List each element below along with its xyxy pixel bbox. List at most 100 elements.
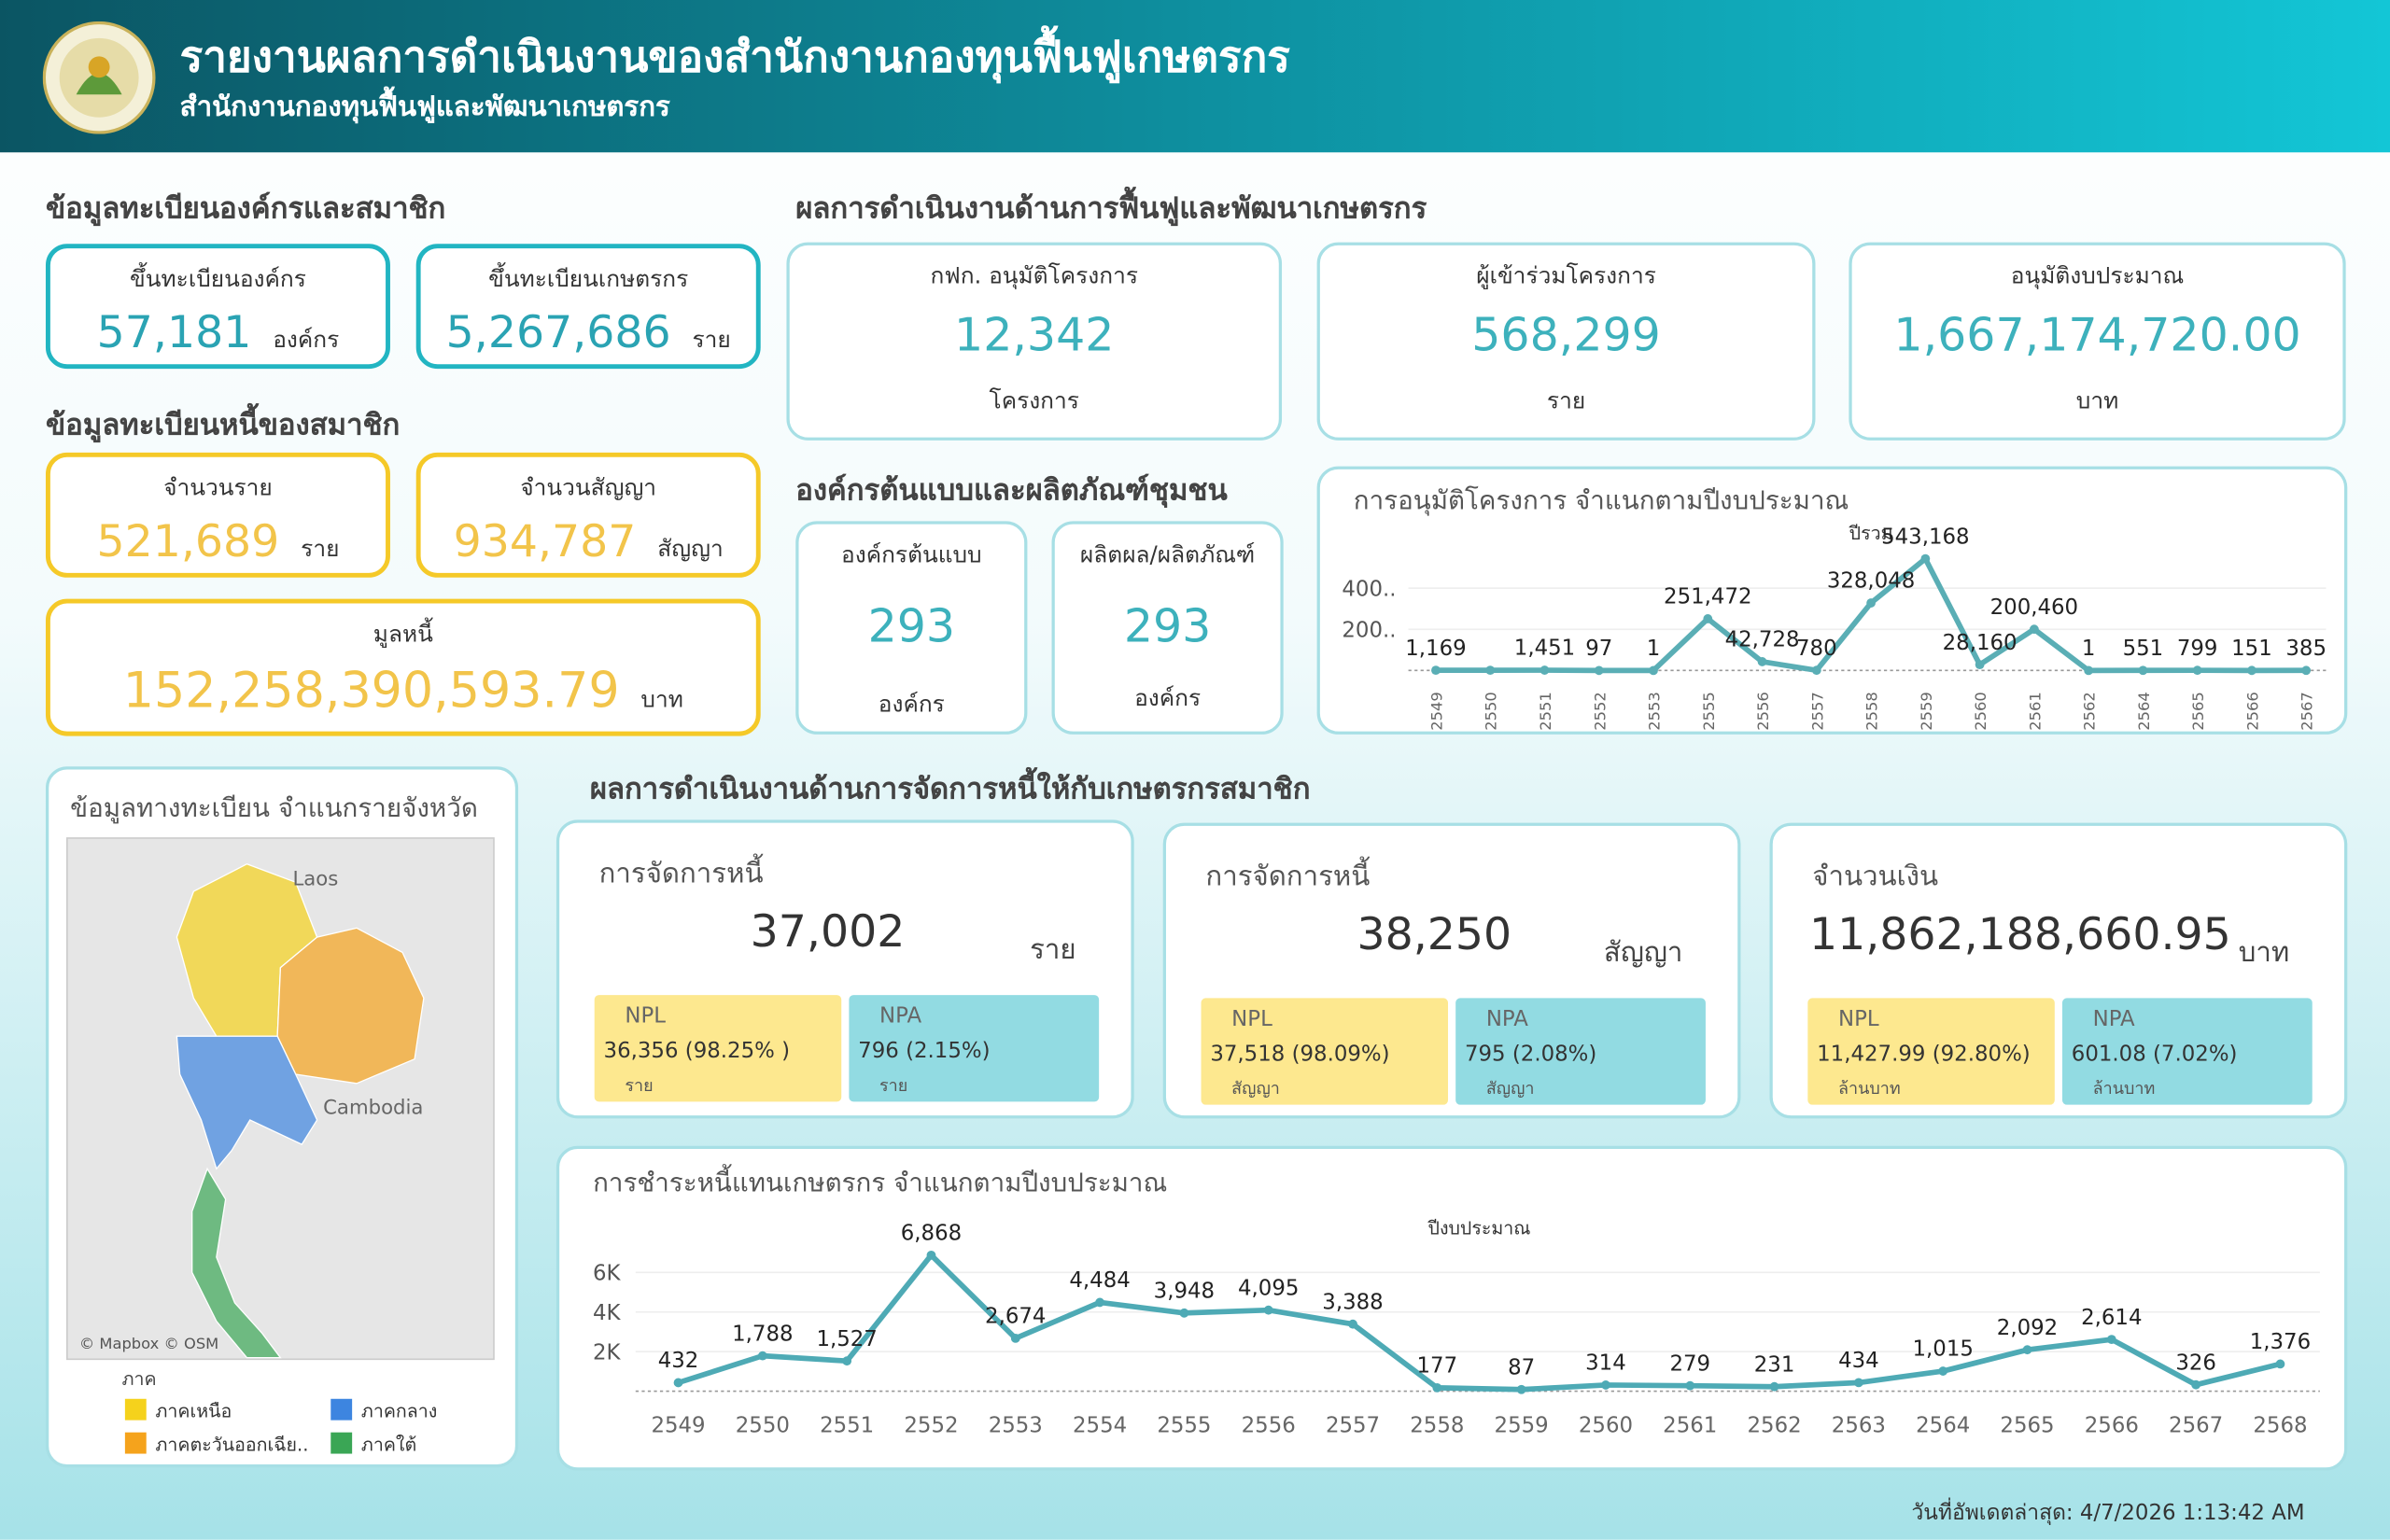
- kpi-unit: ราย: [301, 535, 340, 563]
- data-label: 42,728: [1725, 628, 1800, 652]
- data-label: 1,527: [816, 1327, 877, 1351]
- x-tick-label: 2554: [1073, 1414, 1127, 1438]
- kpi-value: 293: [867, 600, 956, 654]
- last-updated: วันที่อัพเดตล่าสุด: 4/7/2026 1:13:42 AM: [1911, 1501, 2305, 1526]
- x-tick-label: 2555: [1157, 1414, 1211, 1438]
- data-label: 1: [2082, 637, 2096, 661]
- npl-unit: ล้านบาท: [1837, 1078, 1901, 1099]
- legend-title: ภาค: [122, 1368, 157, 1390]
- x-axis-title: ปีรวม: [1849, 523, 1892, 544]
- kpi-card: องค์กรต้นแบบ 293 องค์กร: [795, 521, 1028, 735]
- debt-card: การจัดการหนี้ 38,250 สัญญา NPL 37,518 (98.09…: [1162, 822, 1741, 1119]
- data-point: [1010, 1333, 1020, 1343]
- y-tick-label: 400..: [1342, 577, 1396, 601]
- debt-card-value: 38,250: [1357, 908, 1512, 960]
- kpi-unit: บาท: [640, 685, 683, 714]
- y-tick-label: 2K: [593, 1340, 622, 1365]
- kpi-unit: องค์กร: [1134, 684, 1202, 712]
- data-label: 87: [1508, 1355, 1535, 1379]
- data-point: [1431, 665, 1441, 676]
- npl-unit: สัญญา: [1231, 1078, 1280, 1099]
- x-tick-label: 2567: [2169, 1414, 2223, 1438]
- map-region: [191, 1167, 282, 1359]
- x-tick-label: 2566: [2085, 1414, 2139, 1438]
- x-tick-label: 2565: [2000, 1414, 2054, 1438]
- data-point: [926, 1250, 936, 1260]
- data-label: 326: [2175, 1351, 2216, 1375]
- debt-card-unit: บาท: [2238, 937, 2290, 970]
- data-point: [1649, 665, 1658, 676]
- section-title: ข้อมูลทะเบียนองค์กรและสมาชิก: [45, 191, 446, 226]
- legend-label: ภาคกลาง: [361, 1400, 437, 1421]
- kpi-card: จำนวนราย 521,689 ราย: [45, 452, 390, 578]
- kpi-label: องค์กรต้นแบบ: [841, 540, 982, 568]
- kpi-card: ผู้เข้าร่วมโครงการ 568,299 ราย: [1316, 242, 1816, 441]
- npl-value: 36,356 (98.25% ): [603, 1039, 791, 1064]
- legend-swatch: [330, 1398, 353, 1421]
- kpi-value: 293: [1123, 600, 1212, 654]
- npl-label: NPL: [1231, 1007, 1272, 1032]
- data-point: [1348, 1319, 1357, 1329]
- data-point: [1685, 1380, 1695, 1391]
- data-label: 177: [1417, 1354, 1458, 1379]
- x-axis-title: ปีงบประมาณ: [1427, 1217, 1530, 1239]
- data-label: 2,614: [2081, 1306, 2142, 1330]
- debt-card-unit: ราย: [1030, 933, 1076, 967]
- debt-card-label: จำนวนเงิน: [1812, 861, 1939, 893]
- data-label: 3,388: [1322, 1290, 1383, 1314]
- kpi-value: 5,267,686: [445, 306, 671, 358]
- x-tick-label: 2560: [1579, 1414, 1633, 1438]
- kpi-card: มูลหนี้ 152,258,390,593.79 บาท: [45, 598, 761, 736]
- kpi-label: ขึ้นทะเบียนองค์กร: [130, 265, 306, 293]
- x-tick-label: 2564: [1916, 1414, 1970, 1438]
- kpi-card: ขึ้นทะเบียนเกษตรกร 5,267,686 ราย: [415, 244, 761, 370]
- x-tick-label: 2564: [2135, 692, 2153, 731]
- legend-label: ภาคตะวันออกเฉีย..: [156, 1434, 309, 1455]
- npa-box: NPA 796 (2.15%) ราย: [849, 995, 1100, 1102]
- kpi-row: 57,181 องค์กร: [50, 306, 386, 358]
- kpi-value: 934,787: [453, 514, 637, 567]
- map-panel: ข้อมูลทางทะเบียน จำแนกรายจังหวัด Laos Camb…: [45, 766, 519, 1468]
- npa-box: NPA 795 (2.08%) สัญญา: [1455, 998, 1706, 1105]
- x-tick-label: 2550: [1483, 692, 1500, 731]
- data-line: [677, 1252, 2282, 1393]
- chart: การอนุมัติโครงการ จำแนกตามปีงบประมาณปีรว…: [1342, 484, 2327, 731]
- data-label: 2,092: [1997, 1316, 2058, 1340]
- kpi-label: จำนวนสัญญา: [520, 473, 657, 502]
- kpi-unit: โครงการ: [989, 386, 1079, 415]
- npa-unit: ล้านบาท: [2092, 1078, 2156, 1099]
- kpi-label: จำนวนราย: [163, 473, 273, 502]
- legend-swatch: [330, 1432, 353, 1454]
- data-label: 3,948: [1154, 1279, 1215, 1303]
- map-title: ข้อมูลทางทะเบียน จำแนกรายจังหวัด: [70, 793, 478, 825]
- kpi-row: 934,787 สัญญา: [421, 515, 756, 567]
- section-title: องค์กรต้นแบบและผลิตภัณฑ์ชุมชน: [795, 473, 1228, 508]
- kpi-unit: สัญญา: [657, 535, 724, 563]
- kpi-label: ขึ้นทะเบียนเกษตรกร: [488, 265, 689, 293]
- header-subtitle: สำนักงานกองทุนฟื้นฟูและพัฒนาเกษตรกร: [179, 91, 670, 124]
- data-point: [1594, 665, 1604, 676]
- x-tick-label: 2559: [1918, 692, 1935, 731]
- npa-value: 795 (2.08%): [1464, 1042, 1597, 1067]
- data-label: 799: [2177, 637, 2218, 661]
- npl-value: 11,427.99 (92.80%): [1817, 1042, 2031, 1067]
- data-point: [2022, 1345, 2032, 1355]
- kpi-row: 152,258,390,593.79 บาท: [50, 662, 756, 720]
- data-point: [1769, 1381, 1779, 1392]
- kpi-label: อนุมัติงบประมาณ: [2010, 261, 2185, 290]
- kpi-row: 5,267,686 ราย: [421, 306, 756, 358]
- data-point: [1938, 1366, 1948, 1376]
- x-tick-label: 2568: [2253, 1414, 2307, 1438]
- x-tick-label: 2557: [1808, 692, 1826, 731]
- npl-box: NPL 11,427.99 (92.80%) ล้านบาท: [1807, 998, 2055, 1105]
- legend-label: ภาคใต้: [361, 1434, 416, 1455]
- x-tick-label: 2552: [904, 1414, 958, 1438]
- kpi-label: กฟก. อนุมัติโครงการ: [930, 261, 1138, 290]
- x-tick-label: 2553: [989, 1414, 1043, 1438]
- data-point: [1975, 660, 1985, 670]
- x-tick-label: 2551: [1537, 692, 1554, 731]
- x-tick-label: 2556: [1754, 692, 1772, 731]
- data-point: [1757, 657, 1767, 666]
- kpi-card: ขึ้นทะเบียนองค์กร 57,181 องค์กร: [45, 244, 390, 370]
